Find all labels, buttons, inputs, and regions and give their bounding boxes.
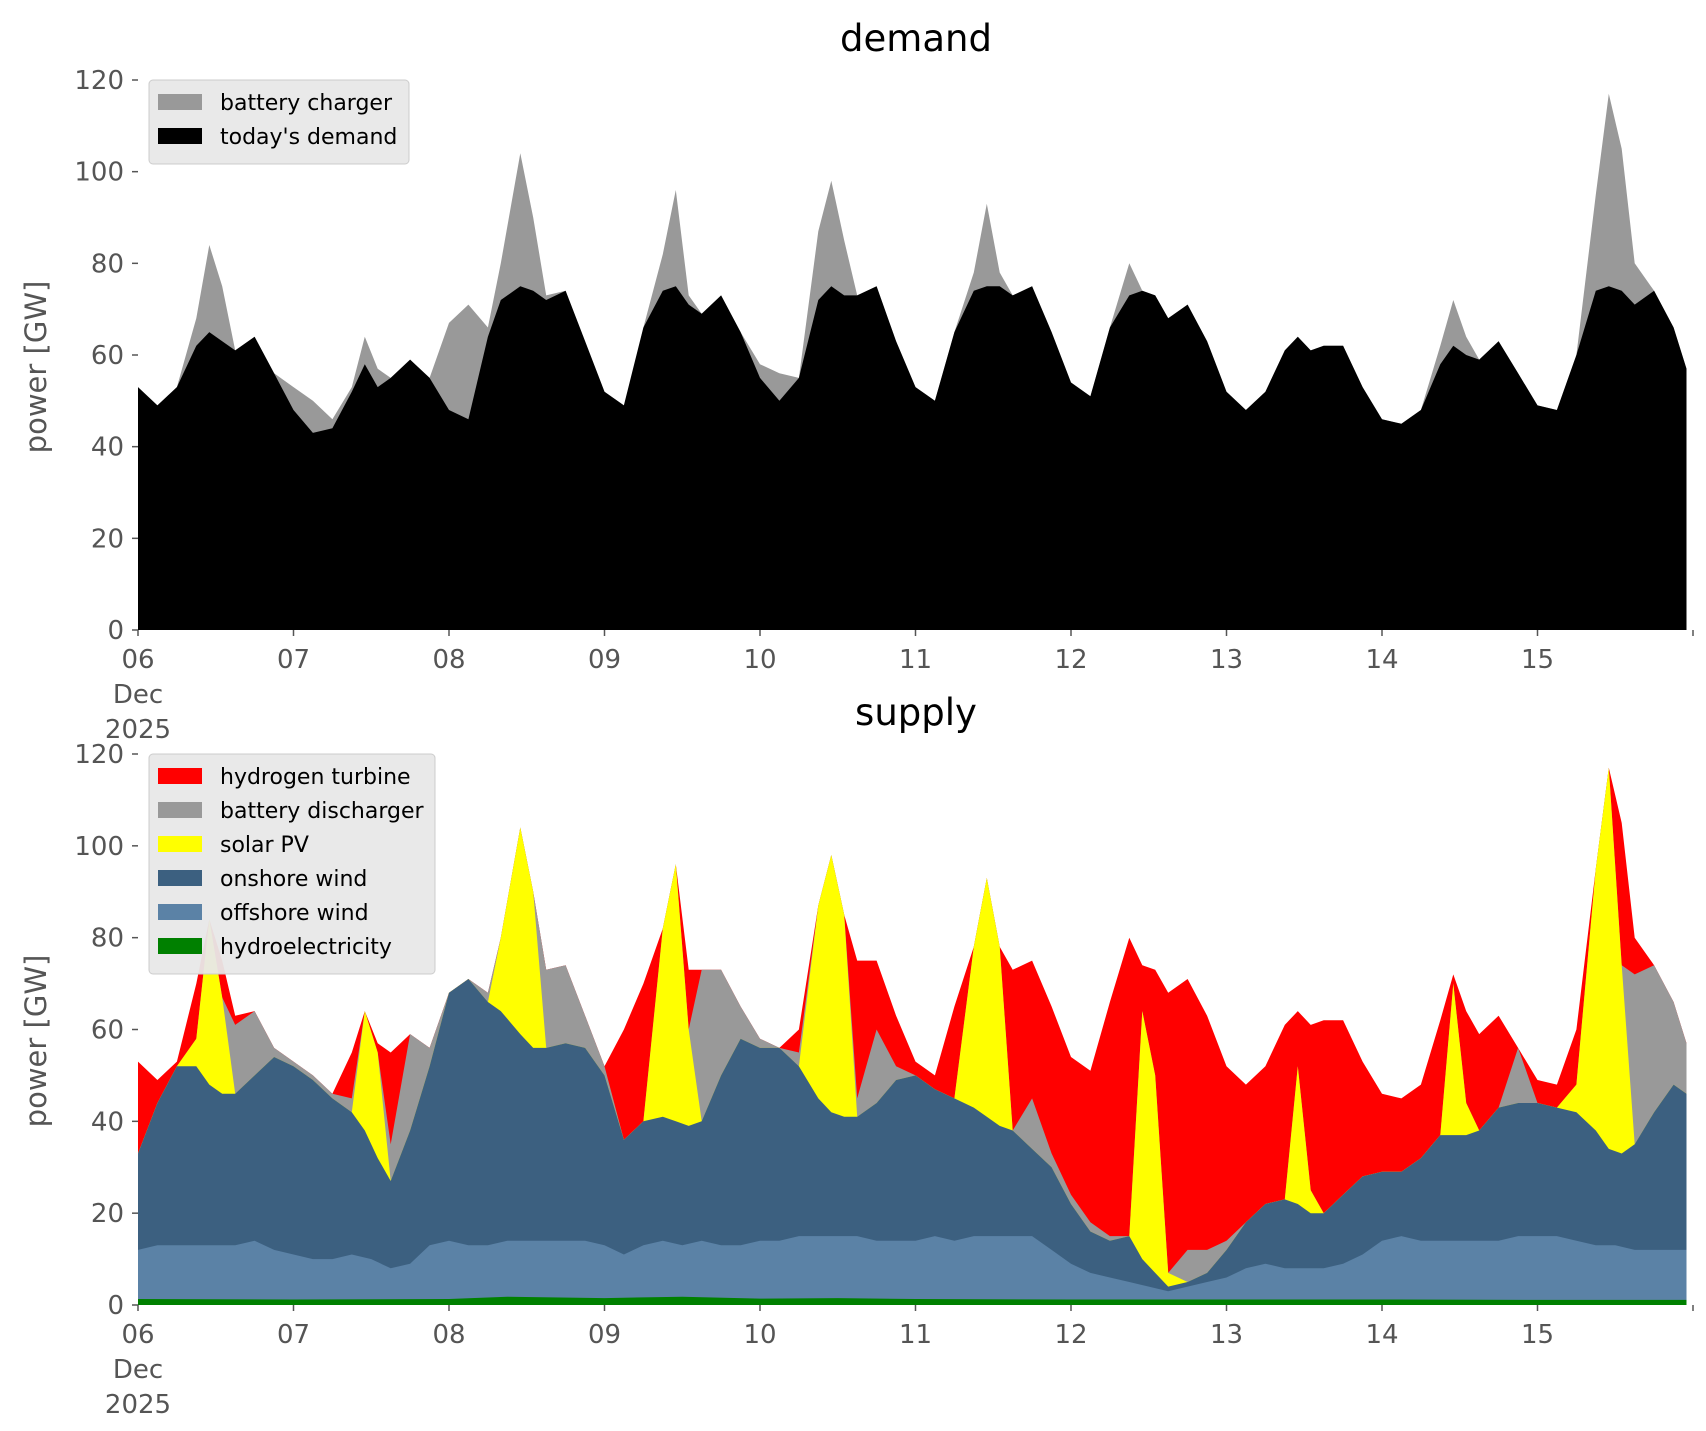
legend-swatch-offshore-wind: [158, 904, 202, 920]
x-axis-ticks: 06 Dec 2025 07 08 09 10 11 12 13 14 15: [105, 1305, 1694, 1420]
legend-label: offshore wind: [220, 901, 369, 926]
legend-label: onshore wind: [220, 867, 367, 892]
y-tick-label: 0: [107, 616, 124, 646]
legend-label: today's demand: [220, 125, 397, 150]
y-tick-label: 100: [74, 832, 124, 862]
area-today-s-demand: [138, 286, 1687, 630]
legend-label: solar PV: [220, 833, 309, 858]
chart-title: demand: [840, 17, 992, 60]
y-tick-label: 80: [91, 924, 124, 954]
legend-swatch-today-s-demand: [158, 128, 202, 144]
y-axis-label: power [GW]: [19, 955, 53, 1128]
legend-label: battery discharger: [220, 799, 425, 824]
y-axis-ticks: 0 20 40 60 80 100 120: [74, 740, 138, 1321]
x-tick-label: 07: [277, 645, 310, 675]
y-tick-label: 100: [74, 158, 124, 188]
x-tick-sublabel: Dec: [113, 1355, 163, 1385]
x-tick-label: 07: [277, 1320, 310, 1350]
legend-label: hydroelectricity: [220, 935, 392, 960]
x-tick-sublabel: 2025: [105, 1390, 171, 1420]
x-tick-label: 14: [1365, 1320, 1398, 1350]
chart-title: supply: [855, 691, 977, 734]
x-tick-label: 11: [899, 645, 932, 675]
y-tick-label: 20: [91, 1199, 124, 1229]
x-tick-label: 09: [588, 1320, 621, 1350]
x-tick-label: 08: [432, 1320, 465, 1350]
y-axis-label: power [GW]: [19, 281, 53, 454]
x-tick-label: 15: [1521, 1320, 1554, 1350]
area-hydroelectricity: [138, 1296, 1687, 1305]
x-tick-label: 13: [1210, 645, 1243, 675]
x-tick-label: 10: [743, 1320, 776, 1350]
legend-box: [148, 753, 436, 975]
supply-chart: supply 0 20 40 60 80 100 120 06 Dec 2025 07 08 09 10…: [19, 691, 1694, 1420]
y-tick-label: 40: [91, 433, 124, 463]
x-tick-label: 08: [432, 645, 465, 675]
x-tick-label: 06: [121, 1320, 154, 1350]
supply-areas: [138, 767, 1687, 1305]
legend-label: battery charger: [220, 91, 393, 116]
x-tick-label: 14: [1365, 645, 1398, 675]
y-tick-label: 80: [91, 249, 124, 279]
x-tick-label: 12: [1054, 645, 1087, 675]
y-axis-ticks: 0 20 40 60 80 100 120: [74, 66, 138, 646]
x-tick-label: 11: [899, 1320, 932, 1350]
x-tick-label: 10: [743, 645, 776, 675]
legend: hydrogen turbine battery discharger solar …: [148, 753, 436, 975]
x-tick-label: 12: [1054, 1320, 1087, 1350]
x-tick-label: 15: [1521, 645, 1554, 675]
x-axis-ticks: 06 Dec 2025 07 08 09 10 11 12 13 14 15: [105, 630, 1694, 745]
area-offshore-wind: [138, 1236, 1687, 1305]
demand-chart: demand 0 20 40 60 80 100 120 06 Dec 2025 07 08 09 10…: [19, 17, 1694, 745]
legend-swatch-battery-discharger: [158, 802, 202, 818]
legend-swatch-onshore-wind: [158, 870, 202, 886]
legend-swatch-hydrogen-turbine: [158, 768, 202, 784]
y-tick-label: 60: [91, 341, 124, 371]
x-tick-label: 13: [1210, 1320, 1243, 1350]
y-tick-label: 60: [91, 1016, 124, 1046]
x-tick-sublabel: Dec: [113, 680, 163, 710]
area-onshore-wind: [138, 979, 1687, 1305]
x-tick-sublabel: 2025: [105, 715, 171, 745]
x-tick-label: 09: [588, 645, 621, 675]
legend-swatch-solar-pv: [158, 836, 202, 852]
legend-label: hydrogen turbine: [220, 765, 411, 790]
legend-box: [148, 79, 410, 165]
demand-areas: [138, 93, 1687, 631]
legend-swatch-hydroelectricity: [158, 938, 202, 954]
y-tick-label: 120: [74, 66, 124, 96]
legend-swatch-battery-charger: [158, 94, 202, 110]
x-tick-label: 06: [121, 645, 154, 675]
y-tick-label: 0: [107, 1291, 124, 1321]
legend: battery charger today's demand: [148, 79, 410, 165]
y-tick-label: 20: [91, 524, 124, 554]
y-tick-label: 120: [74, 740, 124, 770]
y-tick-label: 40: [91, 1107, 124, 1137]
